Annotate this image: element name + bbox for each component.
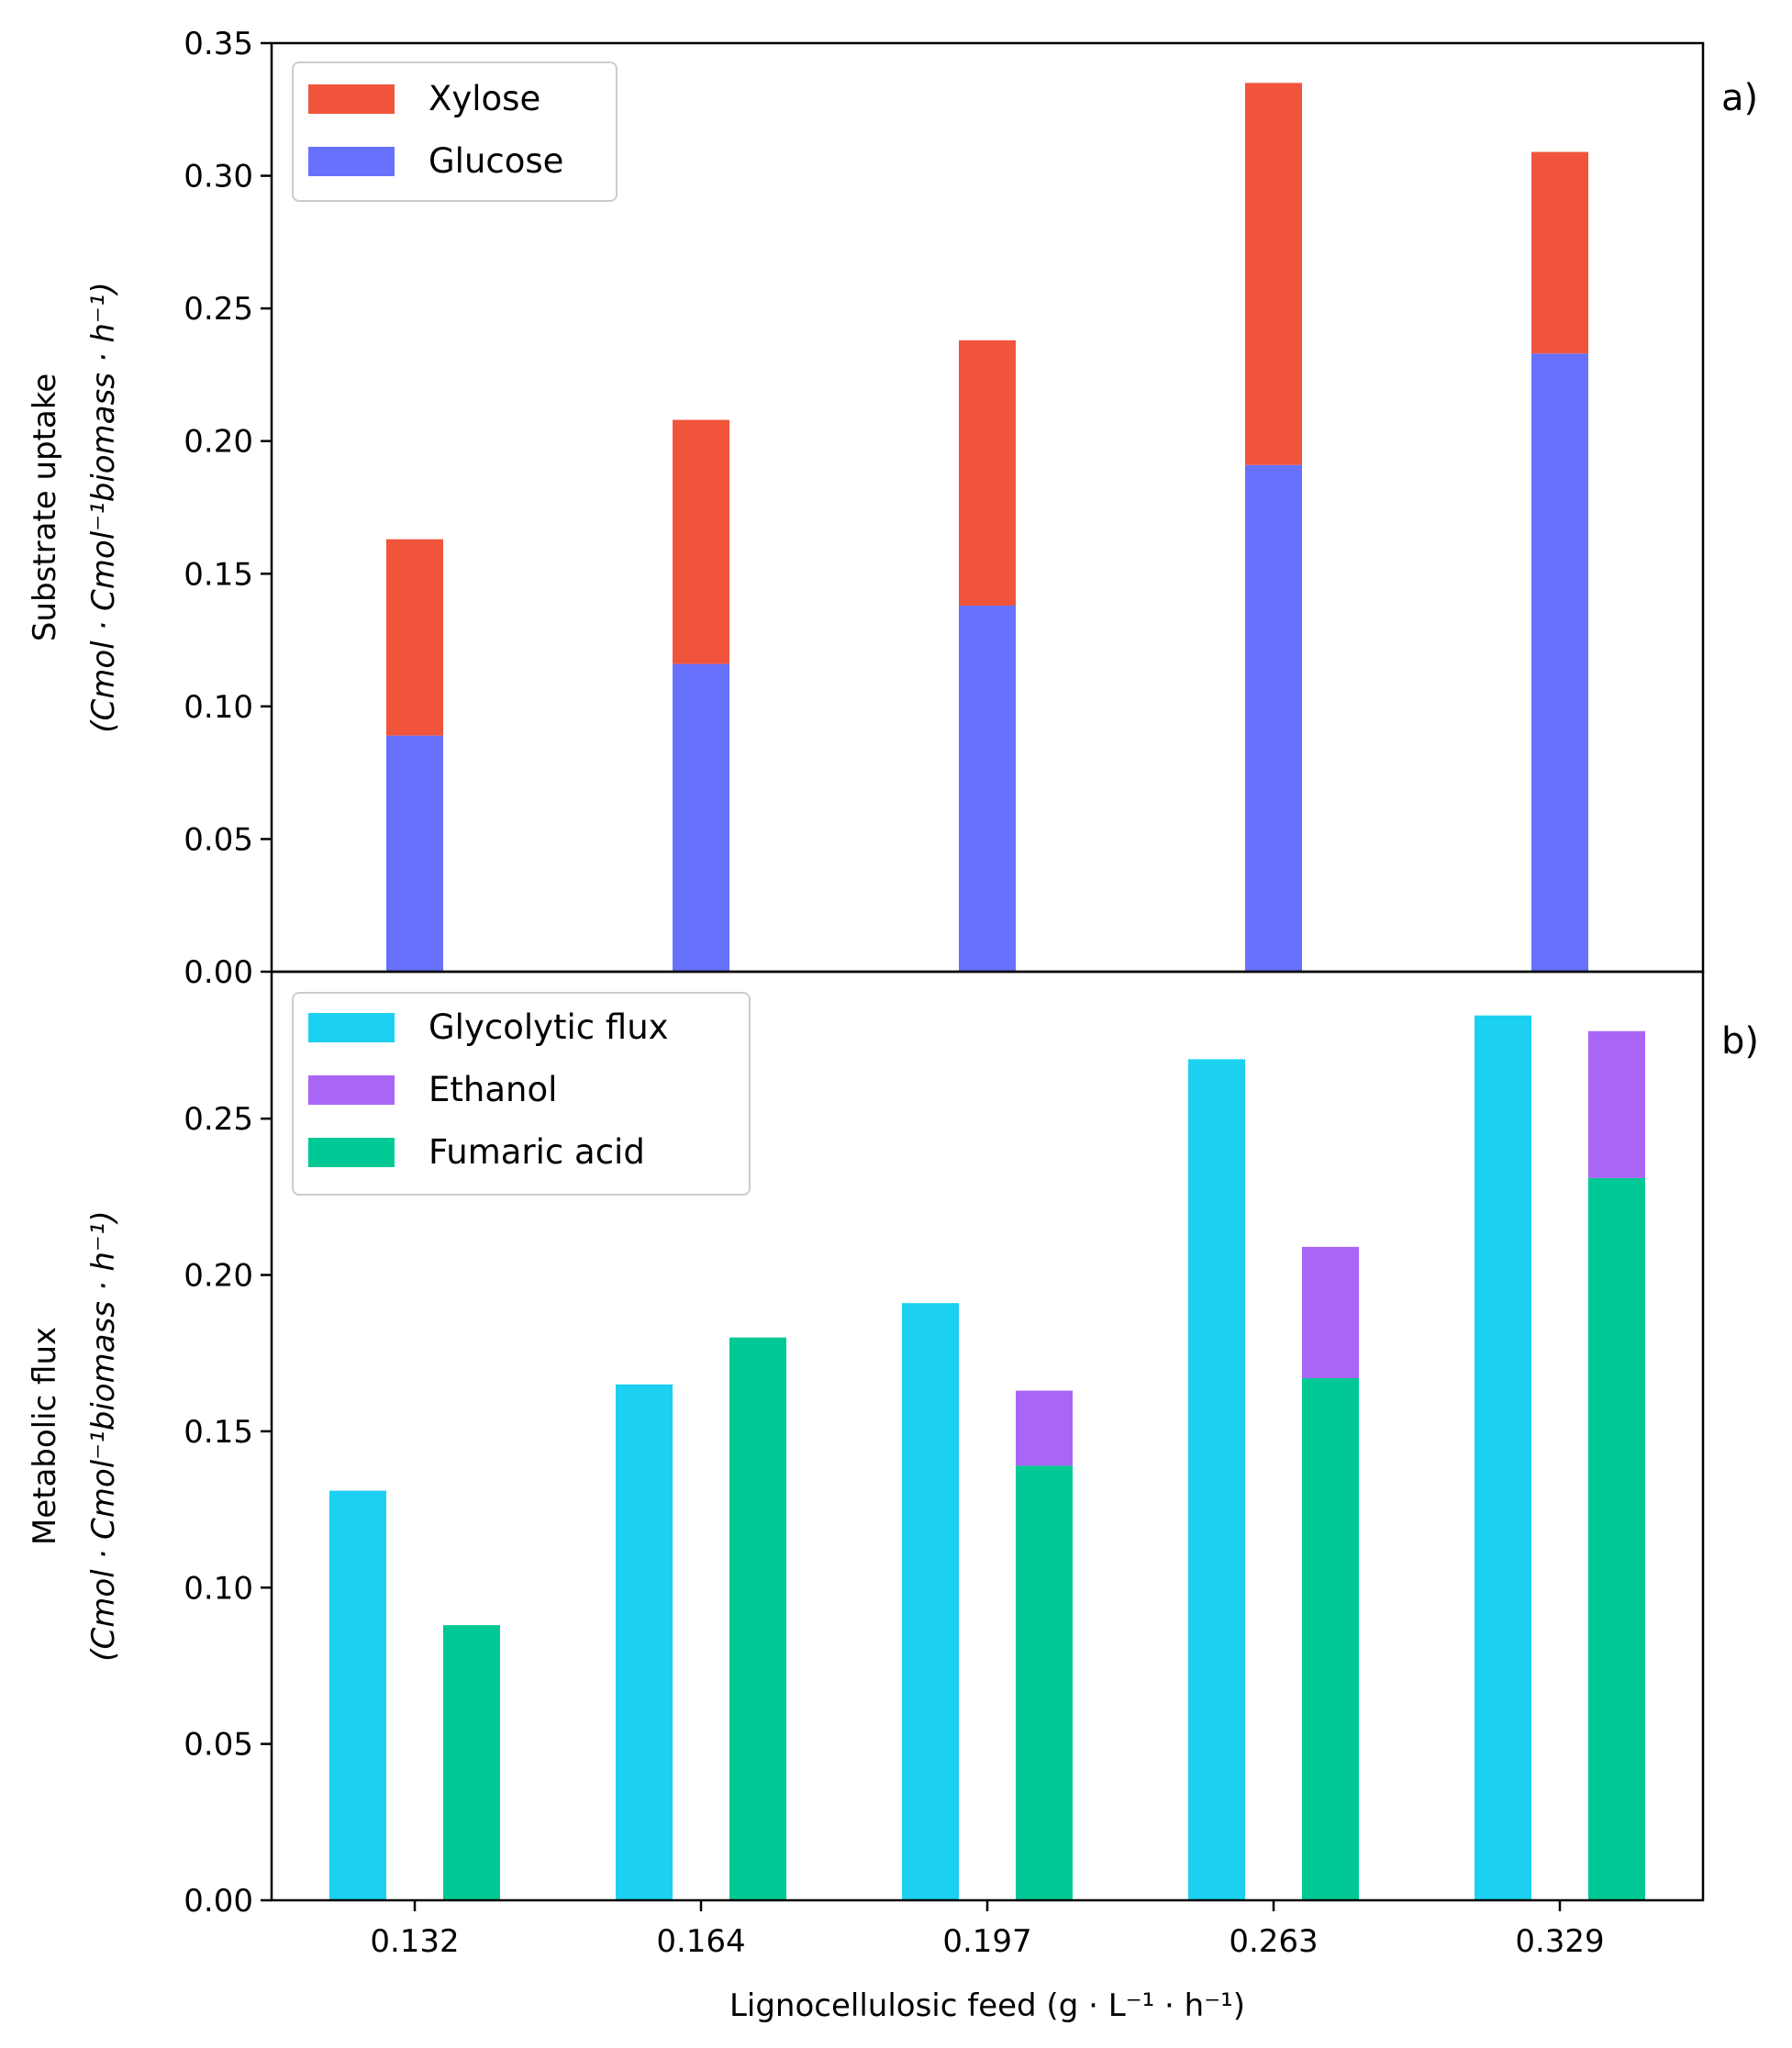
panel-a-y-tick-label: 0.35 (184, 26, 253, 62)
panel-b-y-label: Metabolic flux (27, 1327, 63, 1545)
panel-a-label: a) (1721, 77, 1758, 119)
legend-label-ethanol: Ethanol (429, 1070, 557, 1109)
panel-b-label: b) (1721, 1020, 1759, 1063)
panel-a-y-tick-label: 0.25 (184, 291, 253, 328)
panel-b-y-tick-label: 0.00 (184, 1883, 253, 1920)
panel-b: 0.00 0.05 0.10 0.15 0.20 0.25 0.132 0.164 0.197… (27, 970, 1759, 2024)
panel-a: 0.00 0.05 0.10 0.15 0.20 0.25 0.30 0.35 a) Subs… (27, 26, 1758, 991)
panel-b-legend: Glycolytic flux Ethanol Fumaric acid (292, 992, 751, 1196)
panel-a-y-tick-label: 0.30 (184, 159, 253, 195)
legend-swatch-xylose (308, 84, 395, 114)
panel-b-y-tick-label: 0.25 (184, 1101, 253, 1138)
legend-label-fumaric-acid: Fumaric acid (429, 1132, 645, 1172)
panel-a-bars (386, 83, 1588, 973)
bar-glycolytic-flux-0.164 (616, 1384, 673, 1900)
bar-fumaric-acid-0.197 (1016, 1465, 1073, 1900)
legend-label-xylose: Xylose (429, 79, 540, 118)
bar-xylose-0.132 (386, 539, 443, 736)
bar-xylose-0.164 (673, 419, 729, 664)
bar-glycolytic-flux-0.329 (1475, 1015, 1531, 1900)
panel-a-y-tick-label: 0.20 (184, 424, 253, 461)
bar-fumaric-acid-0.263 (1302, 1377, 1359, 1900)
panel-a-y-tick-label: 0.05 (184, 821, 253, 858)
panel-a-y-tick-label: 0.15 (184, 556, 253, 593)
panel-a-y-units: (Cmol · Cmol⁻¹biomass · h⁻¹) (85, 282, 122, 733)
legend-label-glucose: Glucose (429, 141, 563, 181)
bar-glycolytic-flux-0.132 (329, 1490, 386, 1900)
panel-b-y-tick-label: 0.20 (184, 1258, 253, 1295)
panel-a-y-label: Substrate uptake (27, 373, 63, 641)
panel-b-bars (329, 1015, 1645, 1900)
panel-b-y-units: (Cmol · Cmol⁻¹biomass · h⁻¹) (85, 1210, 122, 1662)
panel-b-y-axis-units: (Cmol · Cmol⁻¹biomass · h⁻¹) (85, 1210, 122, 1662)
panel-b-y-ticks: 0.00 0.05 0.10 0.15 0.20 0.25 (184, 1101, 272, 1920)
bar-fumaric-acid-0.132 (443, 1625, 500, 1900)
panel-b-y-tick-label: 0.15 (184, 1414, 253, 1451)
panel-b-legend-box (292, 992, 751, 1196)
panel-b-x-ticks: 0.132 0.164 0.197 0.263 0.329 (370, 1900, 1605, 1960)
legend-swatch-glucose (308, 147, 395, 176)
x-tick-label: 0.329 (1515, 1923, 1604, 1960)
bar-xylose-0.197 (959, 339, 1016, 606)
legend-swatch-glycolytic-flux (308, 1013, 395, 1042)
bar-glucose-0.164 (673, 663, 729, 972)
panel-b-y-tick-label: 0.10 (184, 1570, 253, 1607)
panel-b-y-tick-label: 0.05 (184, 1727, 253, 1764)
panel-a-y-ticks: 0.00 0.05 0.10 0.15 0.20 0.25 0.30 0.35 (184, 26, 272, 991)
bar-xylose-0.329 (1531, 151, 1588, 354)
bar-glucose-0.197 (959, 605, 1016, 972)
legend-label-glycolytic-flux: Glycolytic flux (429, 1007, 669, 1047)
panel-a-y-tick-label: 0.10 (184, 689, 253, 726)
bar-glucose-0.329 (1531, 353, 1588, 973)
bar-ethanol-0.197 (1016, 1390, 1073, 1466)
panel-a-y-axis-label: Substrate uptake (27, 373, 63, 641)
x-tick-label: 0.197 (942, 1923, 1031, 1960)
panel-a-y-axis-units: (Cmol · Cmol⁻¹biomass · h⁻¹) (85, 282, 122, 733)
bar-fumaric-acid-0.329 (1588, 1177, 1645, 1900)
x-tick-label: 0.263 (1229, 1923, 1318, 1960)
bar-ethanol-0.263 (1302, 1246, 1359, 1378)
panel-b-y-axis-label: Metabolic flux (27, 1327, 63, 1545)
bar-ethanol-0.329 (1588, 1030, 1645, 1178)
bar-glucose-0.132 (386, 735, 443, 972)
x-tick-label: 0.132 (370, 1923, 459, 1960)
bar-glucose-0.263 (1245, 464, 1302, 972)
panel-a-legend: Xylose Glucose (292, 61, 618, 202)
panel-a-y-tick-label: 0.00 (184, 954, 253, 991)
bar-glycolytic-flux-0.263 (1188, 1059, 1245, 1900)
legend-swatch-fumaric-acid (308, 1138, 395, 1167)
x-axis-label: Lignocellulosic feed (g · L⁻¹ · h⁻¹) (729, 1987, 1245, 2024)
bar-xylose-0.263 (1245, 83, 1302, 465)
bar-glycolytic-flux-0.197 (902, 1303, 959, 1900)
x-tick-label: 0.164 (656, 1923, 745, 1960)
bar-fumaric-acid-0.164 (729, 1337, 786, 1900)
legend-swatch-ethanol (308, 1075, 395, 1105)
